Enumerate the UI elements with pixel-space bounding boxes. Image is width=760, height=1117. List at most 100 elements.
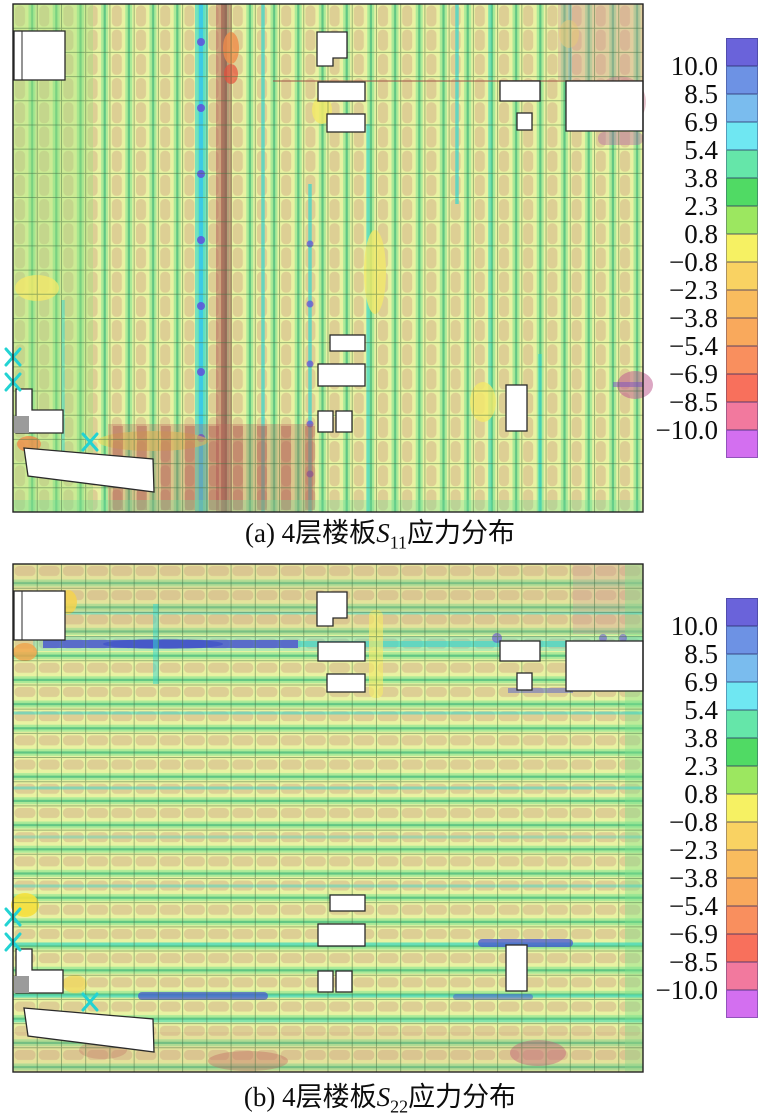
colorbar-tick-label: −2.3: [669, 275, 718, 305]
slab-opening: [505, 384, 528, 432]
caption-a-subscript: 11: [389, 532, 408, 553]
slab-opening: [317, 363, 366, 387]
slab-opening: [326, 113, 366, 133]
colorbar-legend-a: 10.0 8.5 6.9 5.4 3.8 2.3 0.8 −0.8 −2.3 −3.8 −5.4 −6…: [628, 38, 758, 458]
colorbar-segment: [726, 234, 758, 262]
colorbar-segment: [726, 374, 758, 402]
colorbar-segment: [726, 66, 758, 94]
slab-opening: [335, 410, 353, 433]
slab-openings: [13, 30, 644, 493]
colorbar-tick-label: 0.8: [684, 779, 718, 809]
caption-b-suffix: 应力分布: [408, 1082, 517, 1112]
colorbar-tick-label: −10.0: [655, 415, 718, 445]
colorbar-tick-label: 3.8: [684, 723, 718, 753]
stress-contour-panel-a: [4, 3, 653, 513]
slab-opening: [317, 81, 366, 102]
colorbar-tick-label: −2.3: [669, 835, 718, 865]
slab-opening: [317, 641, 366, 662]
caption-a: (a) 4层楼板S11应力分布: [0, 511, 760, 553]
colorbar-tick-label: 5.4: [684, 135, 718, 165]
colorbar: [726, 598, 758, 1018]
slab-openings: [13, 590, 644, 1053]
slab-opening: [317, 410, 334, 433]
colorbar-segment: [726, 878, 758, 906]
slab-opening: [329, 334, 366, 352]
colorbar-segment: [726, 766, 758, 794]
slab-opening: [565, 80, 644, 132]
contour-field: [11, 564, 643, 1072]
colorbar-tick-label: −6.9: [669, 359, 718, 389]
caption-a-symbol: S: [376, 518, 390, 548]
colorbar-tick-label: 2.3: [684, 751, 718, 781]
colorbar-segment: [726, 122, 758, 150]
contour-field: [13, 4, 653, 512]
colorbar-segment: [726, 906, 758, 934]
colorbar-segment: [726, 738, 758, 766]
colorbar-tick-label: −5.4: [669, 891, 718, 921]
slab-opening: [499, 80, 541, 102]
colorbar-segment: [726, 402, 758, 430]
colorbar-tick-label: −8.5: [669, 947, 718, 977]
colorbar-tick-label: 0.8: [684, 219, 718, 249]
colorbar-tick-label: −10.0: [655, 975, 718, 1005]
caption-a-prefix: (a) 4层楼板: [244, 518, 377, 548]
caption-b-prefix: (b) 4层楼板: [243, 1082, 377, 1112]
slab-opening: [516, 112, 533, 131]
colorbar-tick-label: −0.8: [669, 247, 718, 277]
slab-opening: [316, 591, 348, 627]
colorbar-segment: [726, 318, 758, 346]
colorbar-segment: [726, 38, 758, 66]
colorbar-segment: [726, 794, 758, 822]
colorbar-segment: [726, 598, 758, 626]
stress-contour-panel-b: [4, 563, 644, 1073]
colorbar-tick-label: −3.8: [669, 303, 718, 333]
colorbar-segment: [726, 290, 758, 318]
gray-patch: [14, 976, 29, 993]
plot-border: [12, 563, 644, 1073]
colorbar-tick-label: 5.4: [684, 695, 718, 725]
colorbar-tick-label: 6.9: [684, 667, 718, 697]
slab-opening: [499, 640, 541, 662]
colorbar-tick-label: −0.8: [669, 807, 718, 837]
colorbar-tick-label: −8.5: [669, 387, 718, 417]
colorbar-segment: [726, 962, 758, 990]
colorbar-segment: [726, 682, 758, 710]
colorbar-legend-b: 10.0 8.5 6.9 5.4 3.8 2.3 0.8 −0.8 −2.3 −3.8 −5.4 −6…: [628, 598, 758, 1018]
colorbar-tick-label: −3.8: [669, 863, 718, 893]
colorbar-segment: [726, 430, 758, 458]
caption-b-subscript: 22: [390, 1096, 409, 1117]
colorbar-segment: [726, 626, 758, 654]
colorbar-segment: [726, 822, 758, 850]
slab-opening: [516, 672, 533, 691]
colorbar-tick-label: 6.9: [684, 107, 718, 137]
colorbar-tick-label: 3.8: [684, 163, 718, 193]
slab-opening: [317, 970, 334, 993]
colorbar-segment: [726, 178, 758, 206]
support-markers: [4, 347, 99, 452]
colorbar-tick-label: 10.0: [670, 611, 718, 641]
colorbar-tick-label: 10.0: [670, 51, 718, 81]
slab-opening: [23, 447, 155, 493]
colorbar: [726, 38, 758, 458]
colorbar-segment: [726, 94, 758, 122]
colorbar-segment: [726, 206, 758, 234]
caption-b: (b) 4层楼板S22应力分布: [0, 1075, 760, 1117]
slab-opening: [505, 944, 528, 992]
slab-opening: [316, 31, 348, 67]
colorbar-segment: [726, 710, 758, 738]
colorbar-segment: [726, 150, 758, 178]
caption-a-suffix: 应力分布: [407, 518, 516, 548]
slab-opening: [317, 923, 366, 947]
colorbar-segment: [726, 262, 758, 290]
colorbar-tick-label: 8.5: [684, 639, 718, 669]
slab-opening: [23, 1007, 155, 1053]
colorbar-tick-label: 2.3: [684, 191, 718, 221]
mesh-grid: [12, 563, 644, 1073]
colorbar-segment: [726, 990, 758, 1018]
colorbar-tick-label: 8.5: [684, 79, 718, 109]
colorbar-segment: [726, 654, 758, 682]
slab-opening: [329, 894, 366, 912]
colorbar-tick-label: −6.9: [669, 919, 718, 949]
slab-opening: [335, 970, 353, 993]
